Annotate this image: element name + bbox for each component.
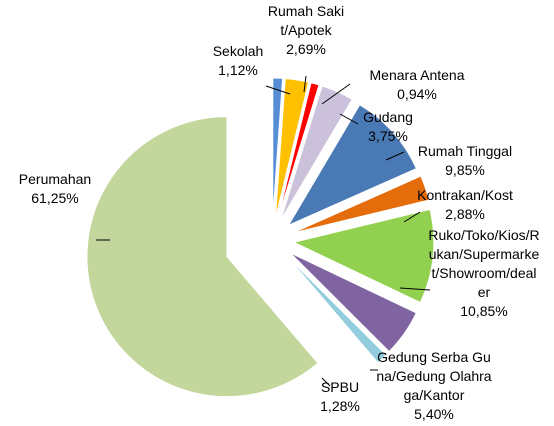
pie-slice [86,116,319,398]
data-label: Sekolah 1,12% [210,42,266,80]
category-name: Kontrakan/Kost [417,187,513,203]
value-label: 0,94% [397,86,437,102]
data-label: Ruko/Toko/Kios/Rukan/Supermarket/Showroo… [428,226,540,321]
leader-line [321,83,351,105]
category-name: Rumah Tinggal [417,143,513,159]
pie-slice [292,175,430,234]
leader-line [321,377,331,387]
leader-line [385,151,405,161]
pie-slice [286,255,387,364]
value-label: 61,25% [31,190,79,206]
value-label: 9,85% [445,162,485,178]
data-label: SPBU 1,28% [320,378,360,416]
category-name: Ruko/Toko/Kios/Rukan/Supermarket/Showroo… [428,227,540,300]
leader-line [303,75,307,93]
pie-slice [274,78,310,219]
value-label: 1,12% [218,62,258,78]
pie-slice [277,82,320,219]
leader-line [339,113,359,125]
category-name: Gedung Serba Guna/Gedung Olahraga/Kantor [376,349,492,403]
pie-slice [280,85,353,221]
pie-slice [272,77,284,219]
category-name: Menara Antena [369,67,465,83]
category-name: Perumahan [18,171,92,187]
value-label: 2,69% [286,41,326,57]
value-label: 2,88% [445,206,485,222]
data-label: Perumahan 61,25% [0,170,110,208]
category-name: SPBU [320,379,360,395]
pie-slice [287,104,418,227]
pie-slice [289,252,418,353]
pie-slice [292,208,435,304]
value-label: 3,75% [368,128,408,144]
data-label: Kontrakan/Kost 2,88% [410,186,520,224]
value-label: 1,28% [320,398,360,414]
data-label: Menara Antena 0,94% [352,66,482,104]
data-label: Rumah Tinggal 9,85% [400,142,530,180]
leader-line [403,211,421,223]
value-label: 5,40% [414,406,454,422]
value-label: 10,85% [460,303,508,319]
data-label: Gedung Serba Guna/Gedung Olahraga/Kantor… [374,348,494,424]
category-name: Sekolah [212,43,264,59]
category-name: Gudang [363,109,413,125]
leader-line [399,287,431,291]
leader-line [265,85,291,95]
data-label: Rumah Sakit/Apotek 2,69% [264,2,348,59]
category-name: Rumah Sakit/Apotek [267,3,345,38]
data-label: Gudang 3,75% [346,108,430,146]
